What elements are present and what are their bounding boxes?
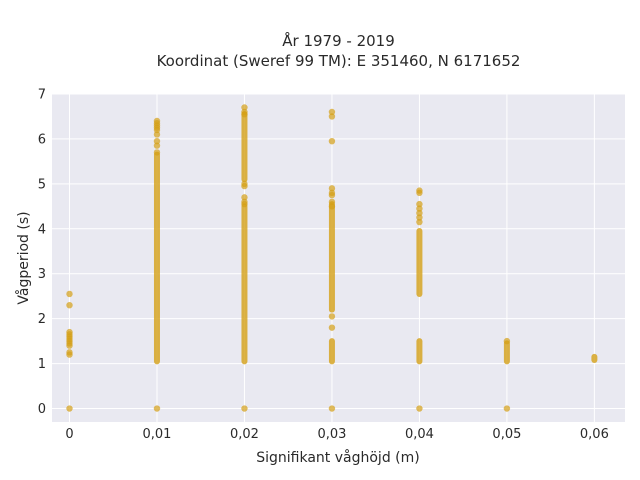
x-tick-label: 0,03 bbox=[317, 427, 346, 442]
data-point bbox=[328, 324, 336, 331]
data-point bbox=[328, 313, 336, 320]
data-point bbox=[416, 187, 423, 194]
x-tick-label: 0 bbox=[65, 427, 73, 442]
data-point bbox=[241, 104, 248, 111]
data-point bbox=[241, 198, 248, 206]
data-point bbox=[241, 194, 248, 201]
y-tick-label: 7 bbox=[38, 88, 46, 103]
data-point bbox=[241, 180, 248, 188]
data-point bbox=[153, 137, 161, 145]
data-point bbox=[328, 108, 336, 116]
data-point bbox=[416, 218, 423, 226]
data-point bbox=[328, 405, 336, 412]
x-tick-label: 0,02 bbox=[230, 427, 259, 442]
data-point bbox=[153, 149, 161, 156]
y-tick-label: 1 bbox=[38, 357, 46, 372]
y-tick-label: 6 bbox=[38, 132, 46, 147]
data-point bbox=[66, 301, 73, 309]
data-point bbox=[241, 108, 248, 116]
y-tick-label: 0 bbox=[38, 402, 46, 417]
data-point bbox=[328, 203, 336, 210]
data-point bbox=[416, 205, 423, 212]
data-point-run bbox=[416, 228, 423, 297]
x-axis-ticks: 0 0,01 0,02 0,03 0,04 0,05 0,06 bbox=[65, 427, 609, 442]
data-point bbox=[241, 405, 248, 412]
data-point-run bbox=[241, 203, 248, 365]
data-point-run bbox=[503, 340, 510, 365]
data-point bbox=[66, 331, 73, 338]
x-tick-label: 0,04 bbox=[405, 427, 434, 442]
plot-area-background bbox=[52, 94, 625, 422]
y-tick-label: 3 bbox=[38, 267, 46, 282]
data-point bbox=[416, 209, 423, 217]
x-axis-label: Signifikant våghöjd (m) bbox=[256, 449, 419, 466]
chart-title: År 1979 - 2019 bbox=[282, 31, 395, 50]
data-point bbox=[503, 337, 511, 345]
data-point bbox=[328, 198, 336, 206]
y-tick-label: 4 bbox=[38, 222, 46, 237]
data-point bbox=[66, 405, 73, 412]
data-point bbox=[66, 342, 73, 349]
y-tick-label: 2 bbox=[38, 312, 46, 327]
data-point-run bbox=[328, 201, 335, 313]
data-point-run bbox=[328, 338, 335, 365]
data-points bbox=[66, 104, 598, 412]
y-axis-ticks: 0 1 2 3 4 5 6 7 bbox=[38, 88, 46, 418]
data-point bbox=[416, 214, 423, 221]
data-point bbox=[153, 131, 161, 138]
data-point bbox=[66, 349, 73, 356]
x-tick-label: 0,06 bbox=[580, 427, 609, 442]
data-point bbox=[328, 185, 336, 192]
data-point-run bbox=[153, 151, 160, 365]
data-point-run bbox=[241, 111, 248, 183]
data-point bbox=[66, 290, 73, 298]
data-point bbox=[503, 405, 511, 412]
data-point-run bbox=[591, 353, 598, 363]
data-point bbox=[328, 113, 336, 120]
x-tick-label: 0,05 bbox=[492, 427, 521, 442]
y-tick-label: 5 bbox=[38, 177, 46, 192]
data-point bbox=[328, 137, 336, 145]
data-point bbox=[416, 405, 423, 412]
chart-subtitle: Koordinat (Sweref 99 TM): E 351460, N 61… bbox=[157, 52, 521, 70]
data-point bbox=[153, 117, 161, 125]
y-axis-label: Vågperiod (s) bbox=[15, 211, 32, 304]
data-point bbox=[328, 189, 336, 197]
data-point bbox=[153, 405, 161, 412]
x-tick-label: 0,01 bbox=[143, 427, 172, 442]
data-point-run bbox=[416, 338, 423, 365]
data-point bbox=[153, 142, 161, 149]
data-point bbox=[416, 200, 423, 208]
